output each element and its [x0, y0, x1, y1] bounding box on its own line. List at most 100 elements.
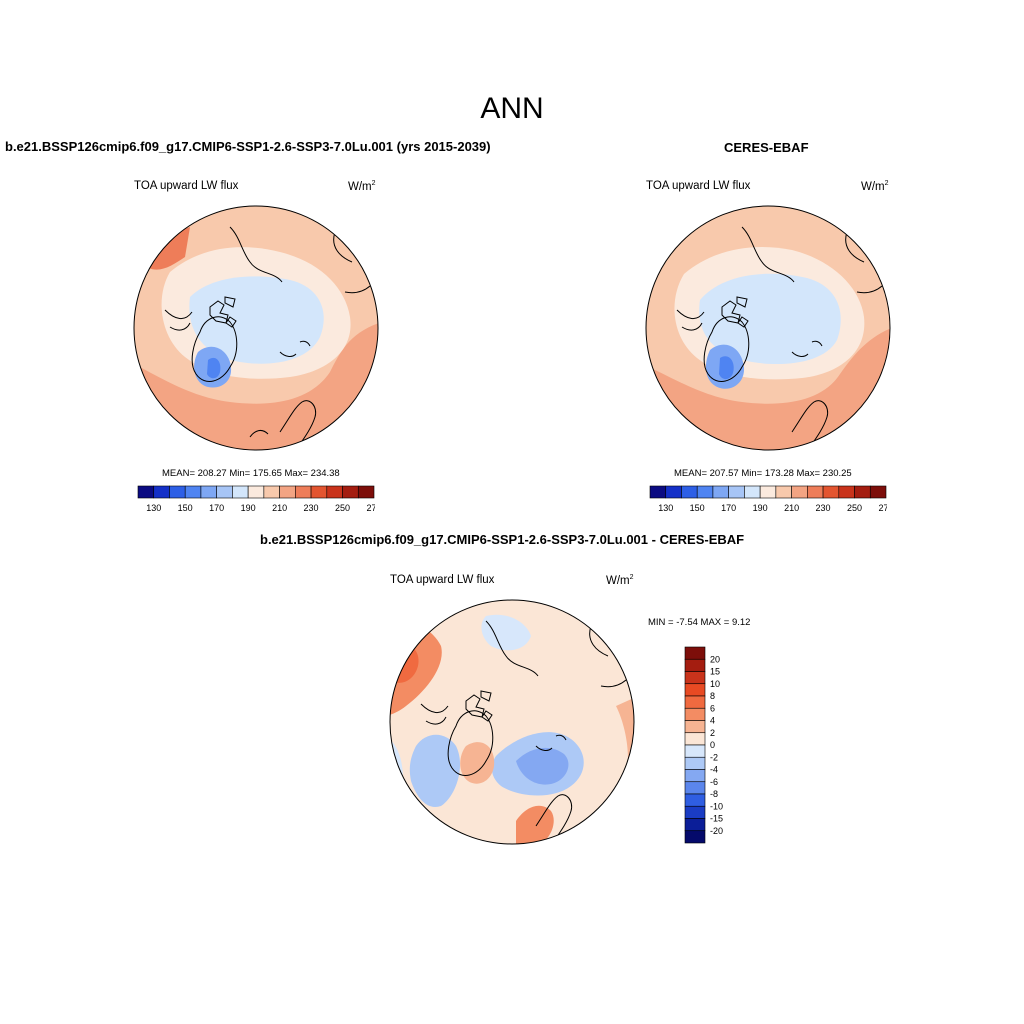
- colorbar-tick-label: 20: [710, 654, 720, 664]
- colorbar-swatch: [759, 485, 777, 499]
- colorbar-swatch: [775, 485, 792, 499]
- main-title: ANN: [480, 92, 544, 125]
- colorbar-swatch: [310, 485, 328, 499]
- panel-model-colorbar: 130 150 170 190 210 230 250 270: [137, 485, 375, 513]
- colorbar-tick-label: -8: [710, 789, 718, 799]
- colorbar-swatch: [684, 818, 706, 832]
- map-coastlines: [676, 226, 883, 448]
- colorbar-swatch: [684, 744, 706, 758]
- panel-obs-units: W/m2: [861, 180, 889, 193]
- colorbar-swatch: [684, 793, 706, 807]
- map-boundary: [389, 599, 635, 845]
- colorbar-tick-label: -10: [710, 801, 723, 811]
- colorbar-swatch: [712, 485, 729, 499]
- colorbar-tick-label: 170: [209, 503, 224, 513]
- map-coastlines: [164, 226, 371, 448]
- colorbar-tick-label: -2: [710, 752, 718, 762]
- colorbar-tick-label: 210: [272, 503, 287, 513]
- map-field-cold-center: [516, 747, 569, 785]
- map-field-greenland-core: [207, 357, 221, 379]
- panel-model-polar-map: [133, 205, 379, 451]
- colorbar-swatch: [728, 485, 745, 499]
- colorbar-tick-label: 210: [784, 503, 799, 513]
- colorbar-swatch: [665, 485, 682, 499]
- colorbar-swatch: [838, 485, 855, 499]
- colorbar-swatch: [684, 707, 706, 721]
- colorbar-swatch: [684, 732, 706, 746]
- colorbar-tick-label: 250: [335, 503, 350, 513]
- colorbar-swatch: [326, 485, 343, 499]
- colorbar-tick-label: 130: [146, 503, 161, 513]
- colorbar-swatch: [247, 485, 265, 499]
- colorbar-swatch: [684, 720, 706, 734]
- colorbar-tick-label: 10: [710, 679, 720, 689]
- colorbar-tick-label: 0: [710, 740, 715, 750]
- panel-model-title: b.e21.BSSP126cmip6.f09_g17.CMIP6-SSP1-2.…: [5, 139, 491, 154]
- panel-model-variable: TOA upward LW flux: [134, 180, 239, 192]
- colorbar-swatch: [232, 485, 249, 499]
- colorbar-tick-label: 190: [241, 503, 256, 513]
- colorbar-swatch: [684, 683, 706, 697]
- colorbar-swatch: [744, 485, 761, 499]
- map-field-warm-south: [516, 805, 554, 844]
- colorbar-swatch: [684, 805, 706, 819]
- colorbar-swatch: [822, 485, 840, 499]
- colorbar-swatch: [684, 769, 706, 783]
- colorbar-swatch: [169, 485, 186, 499]
- colorbar-swatch: [649, 485, 667, 499]
- panel-obs-colorbar: 130 150 170 190 210 230 250 270: [649, 485, 887, 513]
- colorbar-tick-label: 270: [878, 503, 887, 513]
- colorbar-swatch: [684, 658, 706, 672]
- colorbar-tick-label: -15: [710, 814, 723, 824]
- colorbar-tick-label: 8: [710, 691, 715, 701]
- colorbar-swatch: [684, 830, 706, 844]
- colorbar-swatch: [216, 485, 233, 499]
- colorbar-tick-label: 150: [690, 503, 705, 513]
- map-field-cold: [699, 273, 841, 365]
- panel-diff-variable: TOA upward LW flux: [390, 574, 495, 586]
- panel-diff-polar-map: [389, 599, 635, 845]
- panel-diff-title: b.e21.BSSP126cmip6.f09_g17.CMIP6-SSP1-2.…: [260, 532, 745, 547]
- panel-model-units: W/m2: [348, 180, 376, 193]
- colorbar-tick-label: -20: [710, 826, 723, 836]
- colorbar-swatch: [684, 781, 706, 795]
- panel-obs-title: CERES-EBAF: [724, 140, 809, 155]
- colorbar-swatch: [342, 485, 359, 499]
- colorbar-swatch: [807, 485, 824, 499]
- colorbar-tick-label: 15: [710, 667, 720, 677]
- colorbar-swatch: [200, 485, 217, 499]
- colorbar-swatch: [279, 485, 296, 499]
- panel-model-stats: MEAN= 208.27 Min= 175.65 Max= 234.38: [162, 468, 340, 479]
- colorbar-swatch: [684, 671, 706, 685]
- colorbar-swatch: [854, 485, 871, 499]
- colorbar-swatch: [357, 485, 375, 499]
- colorbar-tick-label: -4: [710, 765, 718, 775]
- colorbar-tick-label: 190: [753, 503, 768, 513]
- colorbar-swatch: [153, 485, 170, 499]
- map-field-greenland-core: [719, 356, 734, 380]
- colorbar-tick-label: 170: [721, 503, 736, 513]
- colorbar-tick-label: 230: [304, 503, 319, 513]
- colorbar-swatch: [137, 485, 155, 499]
- panel-obs-polar-map: [645, 205, 891, 451]
- colorbar-swatch: [696, 485, 714, 499]
- colorbar-tick-label: 2: [710, 728, 715, 738]
- colorbar-tick-label: 270: [366, 503, 375, 513]
- colorbar-tick-label: 150: [178, 503, 193, 513]
- colorbar-swatch: [684, 756, 706, 770]
- colorbar-tick-label: 230: [816, 503, 831, 513]
- colorbar-swatch: [791, 485, 808, 499]
- colorbar-swatch: [681, 485, 698, 499]
- map-field-cool-north: [481, 614, 531, 651]
- colorbar-swatch: [184, 485, 202, 499]
- map-field-warm-greenland: [460, 742, 495, 784]
- panel-obs-stats: MEAN= 207.57 Min= 173.28 Max= 230.25: [674, 468, 852, 479]
- colorbar-swatch: [684, 695, 706, 709]
- map-boundary: [645, 205, 891, 451]
- colorbar-tick-label: 6: [710, 703, 715, 713]
- colorbar-swatch: [295, 485, 312, 499]
- colorbar-tick-label: 130: [658, 503, 673, 513]
- panel-diff-minmax: MIN = -7.54 MAX = 9.12: [648, 617, 751, 628]
- colorbar-tick-label: 250: [847, 503, 862, 513]
